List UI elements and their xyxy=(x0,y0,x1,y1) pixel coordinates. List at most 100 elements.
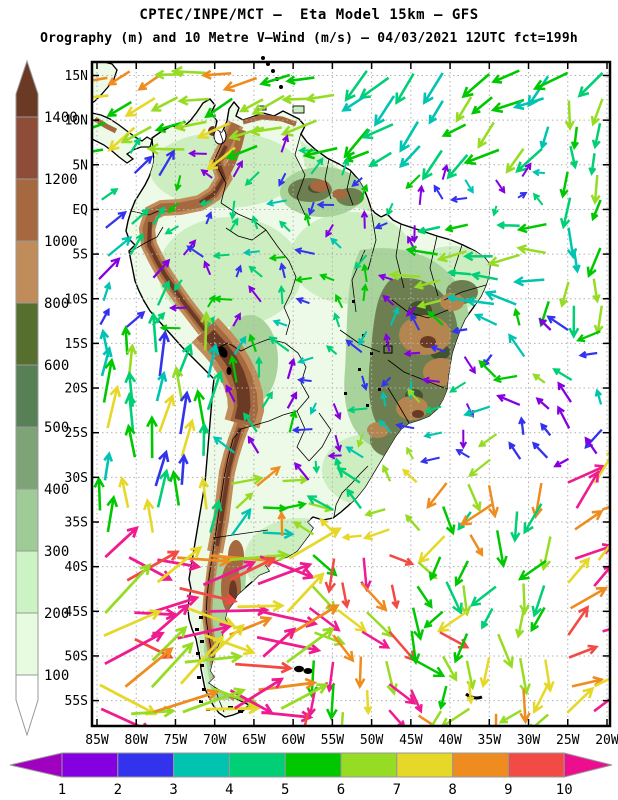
wind-arrow xyxy=(578,350,598,359)
wind-arrow xyxy=(261,390,273,409)
wind-arrow xyxy=(303,212,312,227)
wind-arrow xyxy=(93,94,109,99)
lat-label: 45S xyxy=(65,605,88,620)
wind-arrow xyxy=(358,76,390,100)
wind-arrow xyxy=(146,142,185,155)
wind-arrow xyxy=(428,100,444,125)
wind-arrow xyxy=(519,583,530,616)
highland-dark-core xyxy=(420,336,436,348)
wind-arrow xyxy=(340,712,345,725)
wind-arrow xyxy=(382,294,395,306)
wind-arrow xyxy=(416,299,442,309)
wind-arrow xyxy=(148,311,160,353)
wind-arrow xyxy=(178,453,189,485)
wind-arrow xyxy=(497,633,514,669)
wind-legend-label: 1 xyxy=(58,782,66,798)
wind-arrow xyxy=(552,368,573,381)
wind-arrow xyxy=(104,631,165,666)
wind-arrow xyxy=(463,405,490,418)
wind-arrow xyxy=(327,451,342,460)
wind-arrow xyxy=(344,70,368,102)
wind-arrow xyxy=(228,354,238,383)
wind-arrow xyxy=(574,543,609,560)
wind-arrow xyxy=(388,683,417,705)
wind-arrow xyxy=(280,119,317,137)
wind-arrow xyxy=(479,657,491,689)
orography-legend-label: 600 xyxy=(44,358,69,374)
wind-arrow xyxy=(366,611,394,638)
wind-arrow xyxy=(335,293,344,309)
wind-arrow xyxy=(484,290,517,306)
wind-arrow xyxy=(279,262,287,279)
wind-arrow xyxy=(444,223,469,233)
wind-arrow xyxy=(203,260,212,276)
venezuela-coastal-range xyxy=(242,114,297,127)
wind-arrow xyxy=(316,201,335,209)
lon-label: 45W xyxy=(399,733,423,748)
wind-arrow xyxy=(437,685,448,711)
wind-legend-label: 9 xyxy=(504,782,512,798)
wind-arrow xyxy=(492,374,518,384)
wind-arrow xyxy=(329,237,342,249)
wind-arrow xyxy=(280,683,329,710)
wind-arrow xyxy=(150,641,194,689)
wind-arrow xyxy=(167,202,179,214)
wind-arrow xyxy=(532,373,546,384)
wind-arrow xyxy=(567,605,590,636)
wind-arrow xyxy=(546,315,569,332)
wind-arrow xyxy=(261,710,314,723)
wind-arrow xyxy=(153,688,220,714)
wind-arrow xyxy=(104,563,152,614)
wind-vector-field xyxy=(93,65,609,725)
orography-legend-label: 1200 xyxy=(44,172,78,188)
wind-arrow xyxy=(557,381,572,403)
wind-arrow xyxy=(206,370,224,411)
wind-arrow xyxy=(498,709,522,724)
wind-arrow xyxy=(207,294,216,308)
wind-arrow xyxy=(429,344,446,353)
wind-arrow xyxy=(303,712,310,725)
andes-south-core xyxy=(215,427,242,547)
wind-arrow xyxy=(266,199,287,207)
wind-arrow xyxy=(359,183,369,202)
wind-arrow xyxy=(463,148,500,166)
lat-label: 5N xyxy=(72,158,88,173)
wind-arrow xyxy=(124,647,174,688)
wind-arrow xyxy=(358,330,368,346)
wind-arrow xyxy=(404,514,421,532)
wind-arrow xyxy=(336,467,361,484)
wind-arrow xyxy=(490,98,525,114)
wind-arrow xyxy=(286,572,325,613)
wind-arrow xyxy=(336,608,368,633)
wind-arrow xyxy=(389,306,400,326)
wind-arrow xyxy=(586,247,602,278)
wind-arrow xyxy=(433,184,444,200)
wind-arrow xyxy=(156,280,171,306)
orography-segment xyxy=(15,116,39,180)
wind-arrow xyxy=(540,422,552,437)
wind-arrow xyxy=(517,191,528,199)
wind-arrow xyxy=(395,72,415,105)
wind-arrow xyxy=(512,97,544,111)
wind-arrow xyxy=(171,365,184,402)
wind-arrow xyxy=(347,406,368,414)
wind-arrow xyxy=(469,585,497,607)
orography-legend-label: 500 xyxy=(44,420,69,436)
wind-arrow xyxy=(229,200,237,221)
wind-arrow xyxy=(93,476,105,511)
wind-arrow xyxy=(232,312,241,327)
wind-arrow xyxy=(268,254,286,262)
wind-legend-label: 4 xyxy=(225,782,233,798)
wind-arrow xyxy=(282,475,310,485)
wind-arrow xyxy=(341,95,366,112)
wind-arrow xyxy=(346,487,362,510)
wind-arrow xyxy=(532,192,544,206)
wind-arrow xyxy=(186,245,204,258)
wind-arrow xyxy=(477,121,495,149)
wind-arrow xyxy=(231,474,264,485)
map-frame xyxy=(90,60,612,728)
wind-arrow xyxy=(200,169,213,179)
lat-label: 10S xyxy=(65,292,88,307)
orography-segment xyxy=(15,550,39,614)
wind-arrow xyxy=(248,125,282,137)
